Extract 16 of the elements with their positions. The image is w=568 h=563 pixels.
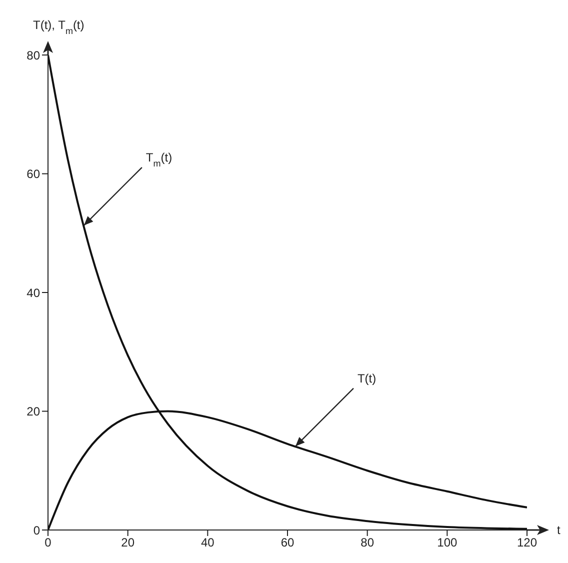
y-tick-label: 20 xyxy=(26,404,40,419)
x-tick-label: 80 xyxy=(360,536,374,550)
x-tick-label: 100 xyxy=(437,536,458,550)
annotation: T$_{m}$(t) xyxy=(146,150,172,168)
x-tick-label: 40 xyxy=(200,536,215,550)
x-tick-label: 20 xyxy=(121,536,135,550)
y-axis-title: T(t), T$_{m}$(t) xyxy=(33,18,84,36)
y-tick-label: 80 xyxy=(26,48,40,62)
x-axis-title: t xyxy=(557,523,561,537)
x-tick-label: 0 xyxy=(44,536,52,550)
x-tick-label: 60 xyxy=(280,536,294,550)
y-tick-label: 0 xyxy=(33,523,40,538)
y-tick-label: 60 xyxy=(26,167,40,182)
x-tick-label: 120 xyxy=(516,536,538,550)
annotation: T(t) xyxy=(357,371,376,386)
y-tick-label: 40 xyxy=(26,286,40,300)
